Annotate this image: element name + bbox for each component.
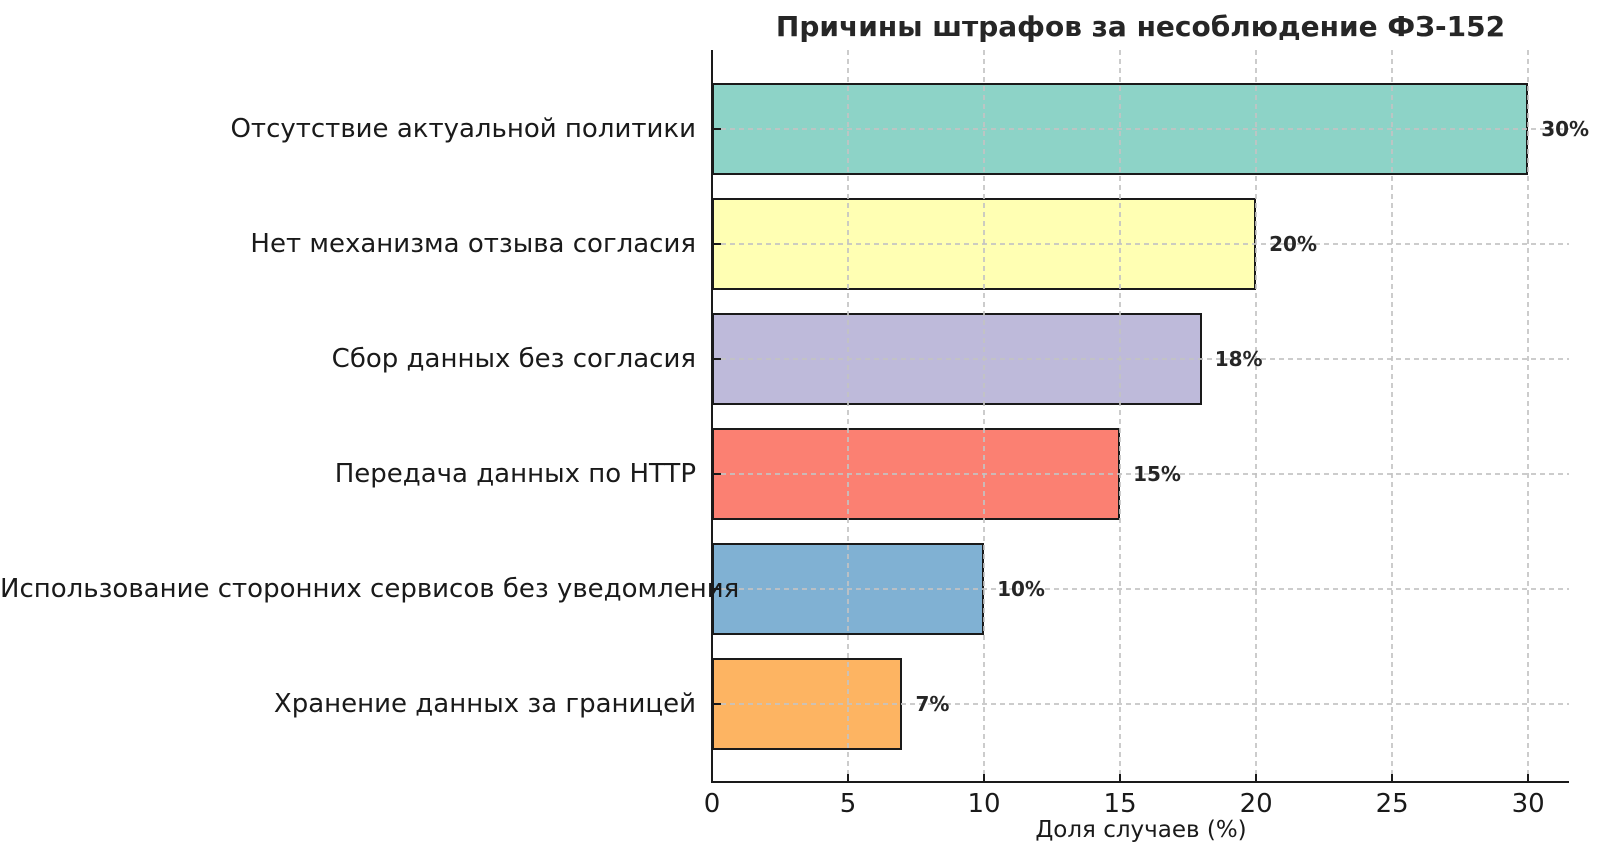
x-tick-label-25: 25: [1375, 789, 1409, 819]
gridline-x-10: [983, 50, 986, 783]
x-tick-label-0: 0: [703, 789, 721, 819]
gridline-y-3: [712, 472, 1569, 475]
bar-value-label-5: 7%: [915, 691, 950, 716]
y-tick-mark-2: [713, 358, 721, 361]
x-tick-label-10: 10: [967, 789, 1001, 819]
y-tick-mark-4: [713, 587, 721, 590]
y-tick-mark-1: [713, 243, 721, 246]
x-tick-label-15: 15: [1103, 789, 1137, 819]
x-tick-mark-15: [1119, 774, 1122, 782]
x-axis-spine: [711, 781, 1569, 783]
bar-value-label-3: 15%: [1133, 461, 1181, 486]
gridline-y-0: [712, 128, 1569, 131]
x-axis-label: Доля случаев (%): [1035, 817, 1247, 843]
x-tick-mark-25: [1391, 774, 1394, 782]
y-tick-mark-0: [713, 128, 721, 131]
gridline-x-25: [1391, 50, 1394, 783]
bar-value-label-2: 18%: [1214, 347, 1263, 372]
x-tick-label-5: 5: [839, 789, 857, 819]
category-label-1: Нет механизма отзыва согласия: [250, 229, 696, 260]
gridline-x-20: [1255, 50, 1258, 783]
chart-title: Причины штрафов за несоблюдение ФЗ-152: [775, 10, 1506, 43]
gridline-y-4: [712, 587, 1569, 590]
gridline-y-2: [712, 358, 1569, 361]
category-label-2: Сбор данных без согласия: [331, 344, 696, 375]
x-tick-label-30: 30: [1511, 789, 1545, 819]
gridline-y-1: [712, 243, 1569, 246]
bar-value-label-1: 20%: [1269, 232, 1317, 257]
y-axis-spine: [711, 50, 713, 783]
x-tick-mark-10: [983, 774, 986, 782]
gridline-x-5: [847, 50, 850, 783]
category-label-0: Отсутствие актуальной политики: [230, 114, 696, 145]
y-tick-mark-5: [713, 702, 721, 705]
x-tick-mark-5: [847, 774, 850, 782]
gridline-x-30: [1527, 50, 1530, 783]
gridline-x-15: [1119, 50, 1122, 783]
x-tick-mark-30: [1527, 774, 1530, 782]
gridline-y-5: [712, 702, 1569, 705]
x-tick-mark-20: [1255, 774, 1258, 782]
category-label-3: Передача данных по HTTP: [334, 458, 696, 489]
category-label-5: Хранение данных за границей: [273, 688, 696, 719]
y-tick-mark-3: [713, 472, 721, 475]
category-label-4: Использование сторонних сервисов без уве…: [0, 573, 740, 604]
bar-value-label-4: 10%: [997, 576, 1045, 601]
x-tick-label-20: 20: [1239, 789, 1273, 819]
bar-value-label-0: 30%: [1541, 117, 1590, 142]
